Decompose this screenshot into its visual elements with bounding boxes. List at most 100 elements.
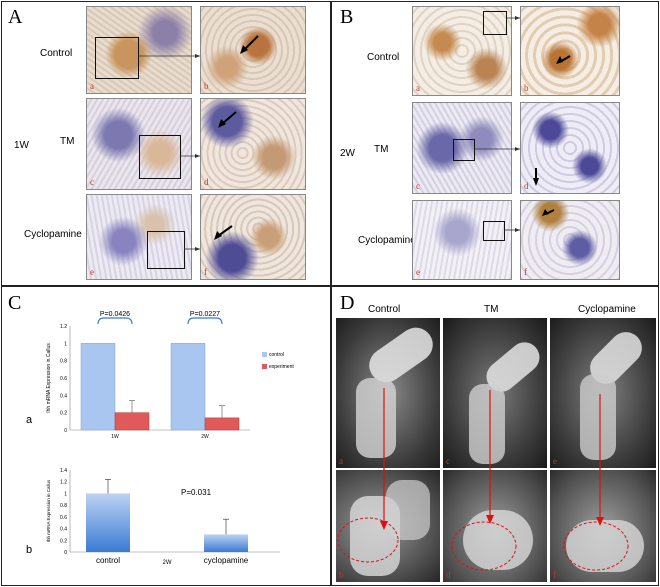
y-tick-label: 1.4 <box>60 468 67 474</box>
xray-c-tm-top: c <box>443 318 547 468</box>
bar-control-1W <box>80 343 116 431</box>
bone-shape <box>356 378 396 458</box>
y-tick-label: 0.6 <box>60 376 67 382</box>
chart-ihh-1w-2w: 0 0.2 0.4 0.6 0.8 1 1.2 Ihh mRNA Expression in … <box>46 311 294 440</box>
y-tick-label: 0.8 <box>60 503 67 509</box>
p-value-annotation: P=0.0426 <box>100 311 130 318</box>
sublabel: e <box>90 267 94 277</box>
significance-bracket <box>97 317 133 325</box>
panel-b-week-label: 2W <box>340 148 355 159</box>
y-tick-label: 0.4 <box>60 527 67 533</box>
legend-label-control: control <box>269 352 284 358</box>
x-tick-label: control <box>96 556 120 565</box>
xray-e-cyclopamine-top: e <box>550 318 656 468</box>
y-axis-label: Ihh mRNA Expression in Callus <box>46 343 52 413</box>
panel-a-letter: A <box>8 6 23 28</box>
tissue-texture <box>521 7 619 95</box>
tissue-texture <box>87 195 191 279</box>
y-tick-label: 1.2 <box>60 324 67 330</box>
x-axis-label: 2W <box>163 560 172 566</box>
x-tick-label: 2W <box>201 434 209 440</box>
tissue-texture <box>413 103 511 193</box>
sublabel: a <box>339 456 343 466</box>
alignment-arrow-head <box>380 521 388 530</box>
sublabel: a <box>416 83 420 93</box>
micrograph-e-cyclopamine-low: e <box>86 194 192 280</box>
zoom-box <box>139 135 181 179</box>
y-tick-label: 0.2 <box>60 411 67 417</box>
marker-arrow-head <box>556 56 563 64</box>
y-tick-label: 1 <box>64 491 67 497</box>
y-tick-label: 0 <box>64 428 67 434</box>
micrograph-f-cyclopamine-high: f <box>520 200 620 280</box>
panel-a-row-label-control: Control <box>40 48 73 59</box>
panel-b-overlay <box>474 16 571 232</box>
sublabel: c <box>90 177 94 187</box>
micrograph-d-tm-high: d <box>200 98 306 190</box>
zoom-connector-head <box>515 16 520 20</box>
bone-shape <box>566 520 644 572</box>
p-value-annotation: P=0.0227 <box>190 311 220 318</box>
bar-control <box>86 493 130 552</box>
significance-bracket <box>187 317 223 325</box>
xray-a-control-top: a <box>336 318 440 468</box>
marker-arrow-head <box>218 119 226 128</box>
xray-f-cyclopamine-bottom: f <box>550 470 656 582</box>
y-tick-label: 0.8 <box>60 359 67 365</box>
micrograph-c-tm-low: c <box>86 98 192 190</box>
bar-control-2W <box>170 343 206 431</box>
chart-ihh-cyclopamine: 0 0.2 0.4 0.6 0.8 1 1.2 1.4 Ihh mRNA Expression … <box>46 468 280 566</box>
chart-b-sublabel: b <box>26 544 33 556</box>
y-tick-label: 0 <box>64 550 67 556</box>
panel-d-letter: D <box>340 292 355 314</box>
y-axis-label: Ihh mRNA Expression in Callus <box>46 479 51 542</box>
marker-arrow-head <box>214 231 222 240</box>
xray-d-tm-bottom: d <box>443 470 547 582</box>
panel-c-letter: C <box>8 292 22 314</box>
bone-shape <box>580 374 616 460</box>
y-tick-label: 1.2 <box>60 480 67 486</box>
chart-a-sublabel: a <box>26 414 33 426</box>
panel-d-frame <box>331 286 659 586</box>
legend-swatch-control <box>262 352 267 357</box>
sublabel: b <box>524 83 529 93</box>
zoom-box <box>147 231 185 269</box>
micrograph-b-control-high: b <box>520 6 620 96</box>
sublabel: f <box>204 267 207 277</box>
bone-shape <box>386 480 430 540</box>
xray-column-label-cyclopamine: Cyclopamine <box>578 304 636 315</box>
marker-arrow-head <box>542 209 549 216</box>
panel-b-frame <box>331 1 659 286</box>
y-tick-label: 0.4 <box>60 393 67 399</box>
panel-b-row-label-cyclopamine: Cyclopamine <box>358 235 416 246</box>
tissue-texture <box>201 99 305 189</box>
micrograph-c-tm-low: c <box>412 102 512 194</box>
marker-arrow <box>243 35 259 51</box>
zoom-connector-head <box>515 228 520 232</box>
y-tick-label: 0.2 <box>60 538 67 544</box>
panel-a-row-label-cyclopamine: Cyclopamine <box>24 229 82 240</box>
marker-arrow <box>221 111 237 125</box>
zoom-connector-head <box>195 247 200 251</box>
xray-column-label-control: Control <box>368 304 401 315</box>
sublabel: d <box>446 570 451 580</box>
micrograph-e-cyclopamine-low: e <box>412 200 512 280</box>
callus-highlight <box>451 521 517 571</box>
sublabel: e <box>553 456 557 466</box>
zoom-connector-head <box>195 154 200 158</box>
x-tick-label: cyclopamine <box>204 556 249 565</box>
sublabel: d <box>524 181 529 191</box>
panel-b-row-label-tm: TM <box>374 144 389 155</box>
bone-shape <box>463 510 533 570</box>
y-tick-label: 0.6 <box>60 515 67 521</box>
zoom-box <box>95 37 139 79</box>
zoom-connector-head <box>195 54 200 58</box>
xray-b-control-bottom: b <box>336 470 440 582</box>
sublabel: e <box>416 267 420 277</box>
sublabel: b <box>204 81 209 91</box>
x-tick-label: 1W <box>111 434 119 440</box>
callus-highlight <box>563 521 629 571</box>
marker-arrow-head <box>533 178 539 186</box>
panel-a-row-label-tm: TM <box>60 136 75 147</box>
